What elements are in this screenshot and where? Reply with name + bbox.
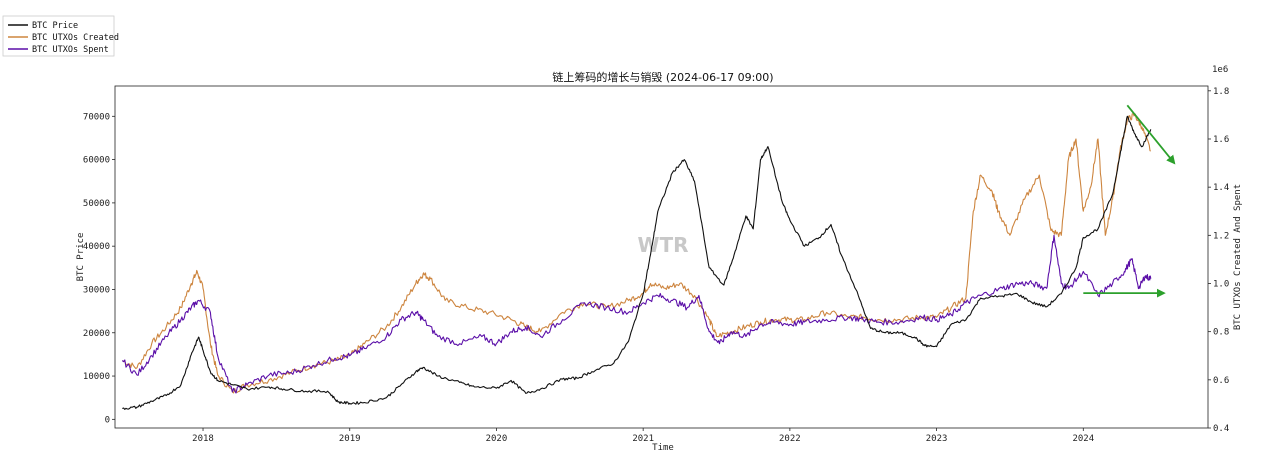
y2-tick-label: 0.6	[1213, 376, 1229, 386]
y-tick-label: 30000	[83, 285, 110, 295]
chart-title: 链上筹码的增长与销毁 (2024-06-17 09:00)	[552, 70, 773, 84]
y2-tick-label: 1.8	[1213, 87, 1229, 97]
x-axis-label: Time	[652, 443, 674, 453]
y-tick-label: 10000	[83, 372, 110, 382]
annotation-arrow	[1126, 104, 1176, 165]
y2-tick-label: 0.4	[1213, 424, 1229, 434]
series-line-price	[122, 115, 1152, 410]
y-axis-left: 0 10000 20000 30000 40000 50000 60000 70000	[83, 112, 115, 425]
x-tick-label: 2018	[192, 434, 214, 444]
y-tick-label: 50000	[83, 199, 110, 209]
legend-label-created: BTC UTXOs Created	[32, 33, 119, 43]
legend-label-price: BTC Price	[32, 21, 78, 31]
watermark: WTR	[637, 233, 688, 257]
x-tick-label: 2019	[339, 434, 361, 444]
annotations	[1083, 104, 1176, 298]
y2-tick-label: 1.6	[1213, 135, 1229, 145]
y-tick-label: 70000	[83, 112, 110, 122]
y2-axis-label: BTC UTXOs Created And Spent	[1233, 184, 1243, 330]
x-tick-label: 2024	[1072, 434, 1094, 444]
y-tick-label: 0	[105, 415, 110, 425]
x-tick-label: 2022	[779, 434, 801, 444]
plot-area	[114, 85, 1209, 429]
y2-tick-label: 1.2	[1213, 231, 1229, 241]
y-tick-label: 20000	[83, 329, 110, 339]
x-tick-label: 2020	[486, 434, 508, 444]
series-line-spent	[121, 234, 1152, 394]
y2-tick-label: 0.8	[1213, 328, 1229, 338]
y2-tick-label: 1.4	[1213, 183, 1229, 193]
y-tick-label: 40000	[83, 242, 110, 252]
x-axis: 2018 2019 2020 2021 2022 2023 2024	[192, 428, 1094, 444]
y-axis-label: BTC Price	[76, 233, 86, 282]
series-lines	[121, 113, 1152, 410]
x-tick-label: 2021	[632, 434, 654, 444]
y-axis-right: 0.4 0.6 0.8 1.0 1.2 1.4 1.6 1.8	[1208, 87, 1229, 434]
y-tick-label: 60000	[83, 156, 110, 166]
legend: BTC Price BTC UTXOs Created BTC UTXOs Sp…	[2, 15, 119, 57]
right-axis-offset: 1e6	[1212, 65, 1228, 75]
y2-tick-label: 1.0	[1213, 279, 1229, 289]
legend-label-spent: BTC UTXOs Spent	[32, 45, 109, 55]
x-tick-label: 2023	[926, 434, 948, 444]
